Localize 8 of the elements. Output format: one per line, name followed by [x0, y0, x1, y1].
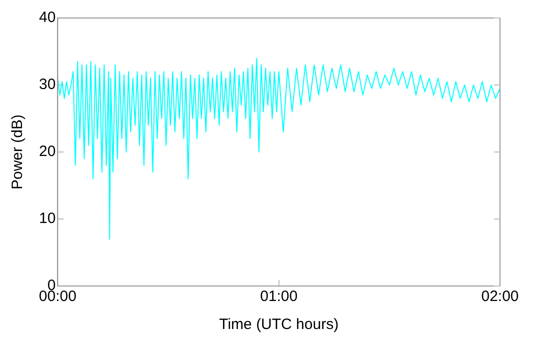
x-tick-label: 01:00 [260, 288, 298, 306]
y-tick-label: 30 [38, 76, 56, 94]
y-axis-title: Power (dB) [9, 114, 26, 190]
x-tick-label: 02:00 [481, 288, 519, 306]
y-tick-label: 40 [38, 9, 56, 26]
y-tick-label: 20 [38, 143, 56, 160]
x-axis-title: Time (UTC hours) [219, 316, 339, 334]
y-tick-label: 10 [38, 210, 56, 228]
